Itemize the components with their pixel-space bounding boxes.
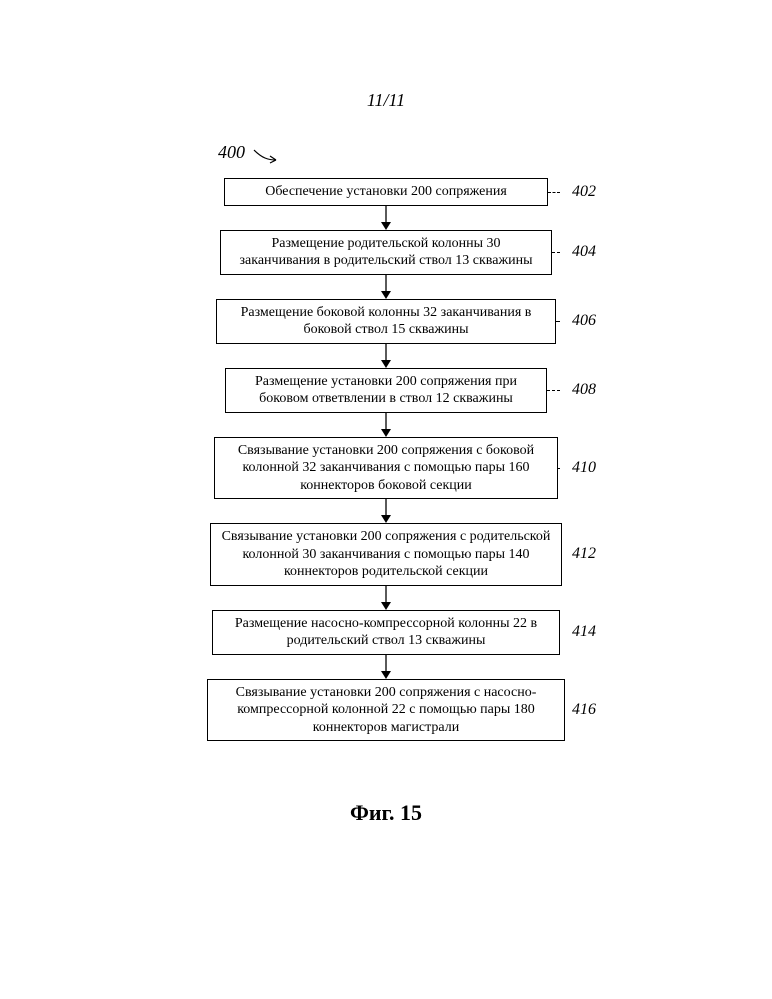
page-number: 11/11 <box>0 90 772 111</box>
flow-arrow-icon <box>0 586 772 610</box>
flow-arrow-icon <box>0 275 772 299</box>
step-ref-label: 412 <box>572 545 596 563</box>
flow-step: Размещение боковой колонны 32 заканчиван… <box>0 299 772 344</box>
flow-arrow-icon <box>0 655 772 679</box>
flow-step: Связывание установки 200 сопряжения с бо… <box>0 437 772 500</box>
leader-line <box>552 252 560 253</box>
step-ref-label: 414 <box>572 623 596 641</box>
flow-step: Размещение насосно-компрессорной колонны… <box>0 610 772 655</box>
flow-step-box: Размещение боковой колонны 32 заканчиван… <box>216 299 556 344</box>
leader-line <box>547 390 560 391</box>
flow-step-box: Связывание установки 200 сопряжения с ро… <box>210 523 562 586</box>
leader-line <box>548 192 560 193</box>
flowchart: Обеспечение установки 200 сопряжения 402 Р… <box>0 178 772 741</box>
flow-step: Обеспечение установки 200 сопряжения 402 <box>0 178 772 206</box>
figure-caption: Фиг. 15 <box>0 800 772 826</box>
flow-step-box: Связывание установки 200 сопряжения с бо… <box>214 437 558 500</box>
flow-step: Размещение родительской колонны 30 закан… <box>0 230 772 275</box>
step-ref-label: 406 <box>572 312 596 330</box>
flow-step: Связывание установки 200 сопряжения с ро… <box>0 523 772 586</box>
step-ref-label: 408 <box>572 381 596 399</box>
flow-step-box: Обеспечение установки 200 сопряжения <box>224 178 548 206</box>
flow-step: Размещение установки 200 сопряжения при … <box>0 368 772 413</box>
page: 11/11 400 Обеспечение установки 200 сопр… <box>0 0 772 999</box>
flow-step-box: Размещение родительской колонны 30 закан… <box>220 230 552 275</box>
flow-step-box: Размещение установки 200 сопряжения при … <box>225 368 547 413</box>
leader-line <box>556 321 560 322</box>
figure-ref-label: 400 <box>218 142 245 163</box>
step-ref-label: 416 <box>572 701 596 719</box>
flow-step-box: Размещение насосно-компрессорной колонны… <box>212 610 560 655</box>
flow-arrow-icon <box>0 499 772 523</box>
flow-arrow-icon <box>0 344 772 368</box>
step-ref-label: 404 <box>572 243 596 261</box>
flow-step: Связывание установки 200 сопряжения с на… <box>0 679 772 742</box>
flow-arrow-icon <box>0 413 772 437</box>
flow-step-box: Связывание установки 200 сопряжения с на… <box>207 679 565 742</box>
step-ref-label: 402 <box>572 183 596 201</box>
flow-arrow-icon <box>0 206 772 230</box>
leader-line <box>558 468 560 469</box>
step-ref-label: 410 <box>572 459 596 477</box>
figure-ref-arrow-icon <box>252 148 282 168</box>
